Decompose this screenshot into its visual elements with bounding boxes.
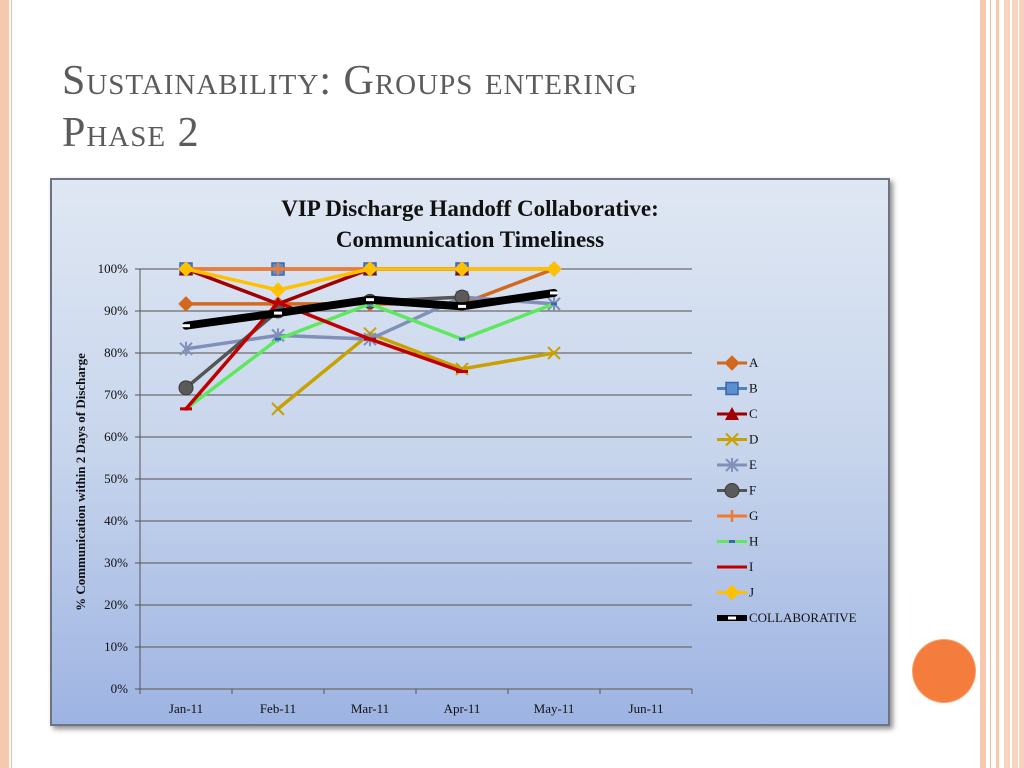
slide-title: Sustainability: Groups entering Phase 2 [62,55,922,159]
series-collaborative-segment [366,295,466,311]
series-a-point [178,296,194,312]
series-j-segment [184,267,280,292]
series-j [178,261,562,298]
x-tick-label: Feb-11 [260,701,296,716]
x-tick-label: Jun-11 [629,701,664,716]
series-i-segment [368,337,464,374]
legend-d-label: D [749,432,758,447]
y-tick-label: 100% [98,261,129,276]
x-tick-label: Jan-11 [169,701,203,716]
line-chart: VIP Discharge Handoff Collaborative: Com… [73,196,857,716]
series-j-point [178,261,194,277]
series-c-segment [276,267,372,306]
series-g-point [272,263,284,275]
series-e-point [179,341,193,356]
legend-f-label: F [749,483,756,498]
series-e-segment [276,333,372,341]
y-tick-label: 0% [111,681,129,696]
y-tick-label: 20% [104,597,128,612]
legend-g-marker [726,510,738,522]
series-h-segment [368,302,464,341]
chart-title-line2: Communication Timeliness [336,227,604,252]
series-j-point [362,261,378,277]
series-c-segment [184,267,280,306]
x-tick-label: May-11 [534,701,575,716]
y-tick-label: 10% [104,639,128,654]
series-collaborative-segment [182,309,282,330]
legend-c-marker [725,407,739,420]
legend-b-label: B [749,381,758,396]
legend-e-marker [725,458,739,472]
left-decorative-line [11,0,12,768]
series-collaborative-segment [274,295,374,318]
series-j-point [270,282,286,298]
series-h-segment [460,302,556,341]
series-d-segment [368,331,464,371]
series-d-point [271,402,285,416]
series-d [271,326,561,416]
y-tick-label: 90% [104,303,128,318]
chart-frame: VIP Discharge Handoff Collaborative: Com… [50,178,890,726]
chart-series [178,261,562,416]
y-tick-label: 40% [104,513,128,528]
series-f-point [178,380,194,396]
y-tick-label: 50% [104,471,128,486]
y-tick-label: 80% [104,345,128,360]
legend-c-label: C [749,406,758,421]
decorative-orange-circle [913,640,975,702]
series-f-segment [184,309,280,390]
slide-title-line1: Sustainability: Groups entering [62,58,638,104]
x-tick-label: Apr-11 [444,701,481,716]
y-axis-ticks: 0% 10% 20% 30% 40% 50% 60% 70% 80% 90% 100% [98,261,140,696]
series-collaborative [182,288,558,330]
x-tick-label: Mar-11 [351,701,389,716]
legend-f-marker [724,483,740,498]
series-e-segment [184,333,280,351]
legend-b-marker [725,381,739,396]
legend-d-marker [725,432,739,447]
legend-g-label: G [749,508,758,523]
y-axis-label: % Communication within 2 Days of Dischar… [73,353,88,611]
y-tick-label: 70% [104,387,128,402]
legend-j-marker [724,584,740,601]
right-decorative-stripes [980,0,1024,768]
chart-gridlines [139,268,692,690]
legend-i-label: I [749,559,753,574]
series-j-point [454,261,470,277]
y-tick-label: 30% [104,555,128,570]
series-d-segment [276,331,372,411]
legend-a-marker [724,355,740,371]
legend-e-label: E [749,457,757,472]
series-j-point [546,261,562,277]
legend-h-label: H [749,534,758,549]
series-i [180,300,468,411]
series-h-segment [184,337,280,411]
chart-title-line1: VIP Discharge Handoff Collaborative: [281,196,659,221]
series-collaborative-segment [458,288,558,311]
x-axis-ticks: Jan-11 Feb-11 Mar-11 Apr-11 May-11 Jun-11 [139,689,693,716]
slide-title-line2: Phase 2 [62,110,200,156]
legend-collaborative-label: COLLABORATIVE [749,610,857,625]
series-i-segment [184,300,280,411]
left-decorative-bar [0,0,9,768]
series-d-segment [460,351,556,371]
y-tick-label: 60% [104,429,128,444]
legend-a-label: A [749,355,759,370]
series-d-point [547,346,561,360]
series-j-segment [276,267,372,292]
legend-j-label: J [749,585,754,600]
